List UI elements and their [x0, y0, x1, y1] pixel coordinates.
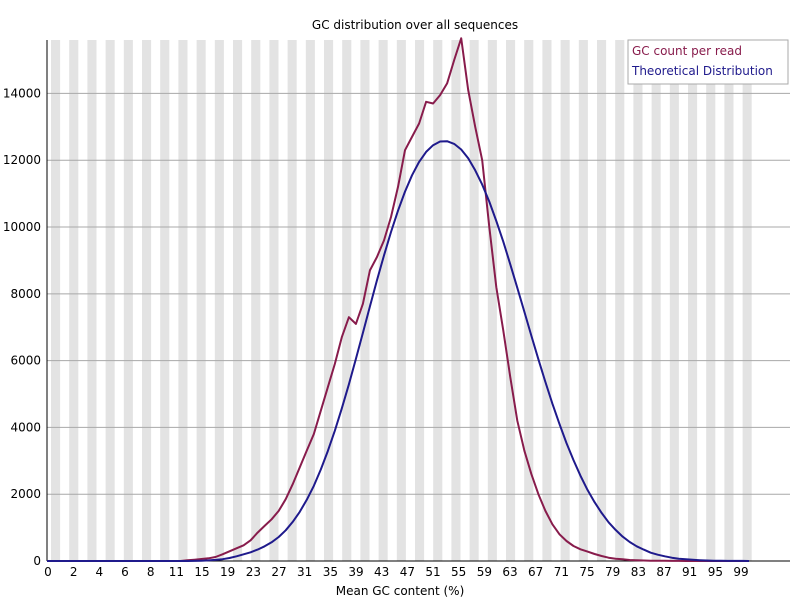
horizontal-gridlines: [47, 92, 790, 495]
plot-background-bands: [43, 40, 790, 561]
band-grey: [324, 40, 334, 561]
y-tick-label: 2000: [10, 487, 41, 501]
legend: GC count per read Theoretical Distributi…: [627, 39, 789, 85]
band-grey: [123, 40, 133, 561]
band-grey: [178, 40, 188, 561]
x-tick-label: 95: [708, 565, 723, 579]
y-tick-label: 12000: [3, 153, 41, 167]
x-tick-label: 59: [477, 565, 492, 579]
x-tick-label: 87: [656, 565, 671, 579]
x-axis-label: Mean GC content (%): [336, 584, 465, 598]
band-grey: [542, 40, 552, 561]
band-grey: [560, 40, 570, 561]
band-grey: [360, 40, 370, 561]
x-tick-label: 8: [147, 565, 155, 579]
x-tick-label: 91: [682, 565, 697, 579]
x-tick-label: 51: [425, 565, 440, 579]
x-tick-label: 63: [502, 565, 517, 579]
band-light: [257, 40, 271, 561]
band-grey: [87, 40, 97, 561]
legend-entry-theoretical: Theoretical Distribution: [631, 64, 773, 78]
y-tick-label: 8000: [10, 287, 41, 301]
band-grey: [251, 40, 261, 561]
series-lines: [47, 37, 750, 562]
band-grey: [269, 40, 279, 561]
x-tick-label: 11: [169, 565, 184, 579]
x-tick-label: 39: [348, 565, 363, 579]
band-grey: [233, 40, 243, 561]
band-grey: [469, 40, 479, 561]
band-grey: [669, 40, 679, 561]
y-tick-labels: 0 2000 4000 6000 8000 10000 12000 14000: [3, 86, 41, 568]
band-grey: [378, 40, 388, 561]
band-grey: [724, 40, 734, 561]
band-grey: [142, 40, 152, 561]
x-tick-label: 31: [297, 565, 312, 579]
band-grey: [506, 40, 516, 561]
legend-box: [627, 39, 789, 85]
x-tick-label: 35: [323, 565, 338, 579]
y-tick-label: 14000: [3, 86, 41, 100]
x-tick-label: 4: [96, 565, 104, 579]
band-grey: [706, 40, 716, 561]
band-grey: [160, 40, 170, 561]
band-grey: [597, 40, 607, 561]
band-grey: [396, 40, 406, 561]
band-grey: [342, 40, 352, 561]
band-grey: [69, 40, 79, 561]
x-tick-label: 19: [220, 565, 235, 579]
x-tick-label: 71: [554, 565, 569, 579]
x-tick-labels: 0 2 4 6 8 11 15 19 23 27 31 35 39 43 47 51 55 59 63 67 71 75 7…: [44, 565, 748, 579]
band-grey: [433, 40, 443, 561]
x-tick-label: 67: [528, 565, 543, 579]
band-grey: [578, 40, 588, 561]
legend-entry-gc-count: GC count per read: [632, 44, 742, 58]
y-tick-label: 10000: [3, 220, 41, 234]
x-tick-label: 15: [194, 565, 209, 579]
y-tick-label: 0: [33, 554, 41, 568]
band-grey: [415, 40, 425, 561]
x-tick-label: 47: [400, 565, 415, 579]
chart-title: GC distribution over all sequences: [312, 18, 518, 32]
y-tick-label: 6000: [10, 354, 41, 368]
band-grey: [105, 40, 115, 561]
band-grey: [451, 40, 461, 561]
band-grey: [51, 40, 61, 561]
band-grey: [633, 40, 643, 561]
band-grey: [688, 40, 698, 561]
band-grey: [287, 40, 297, 561]
band-grey: [305, 40, 315, 561]
x-tick-label: 23: [246, 565, 261, 579]
band-light: [150, 40, 164, 561]
band-grey: [196, 40, 206, 561]
band-grey: [742, 40, 752, 561]
band-grey: [651, 40, 661, 561]
x-tick-label: 75: [579, 565, 594, 579]
band-grey: [487, 40, 497, 561]
x-tick-label: 79: [605, 565, 620, 579]
band-grey: [214, 40, 224, 561]
band-grey: [524, 40, 534, 561]
x-tick-label: 43: [374, 565, 389, 579]
x-tick-label: 55: [451, 565, 466, 579]
y-tick-label: 4000: [10, 420, 41, 434]
x-tick-label: 2: [70, 565, 78, 579]
x-tick-label: 27: [271, 565, 286, 579]
x-tick-label: 83: [631, 565, 646, 579]
x-tick-label: 6: [121, 565, 129, 579]
band-light: [203, 40, 217, 561]
x-tick-label: 99: [733, 565, 748, 579]
series-line-theoretical: [47, 140, 750, 562]
band-grey: [615, 40, 625, 561]
x-tick-label: 0: [44, 565, 52, 579]
